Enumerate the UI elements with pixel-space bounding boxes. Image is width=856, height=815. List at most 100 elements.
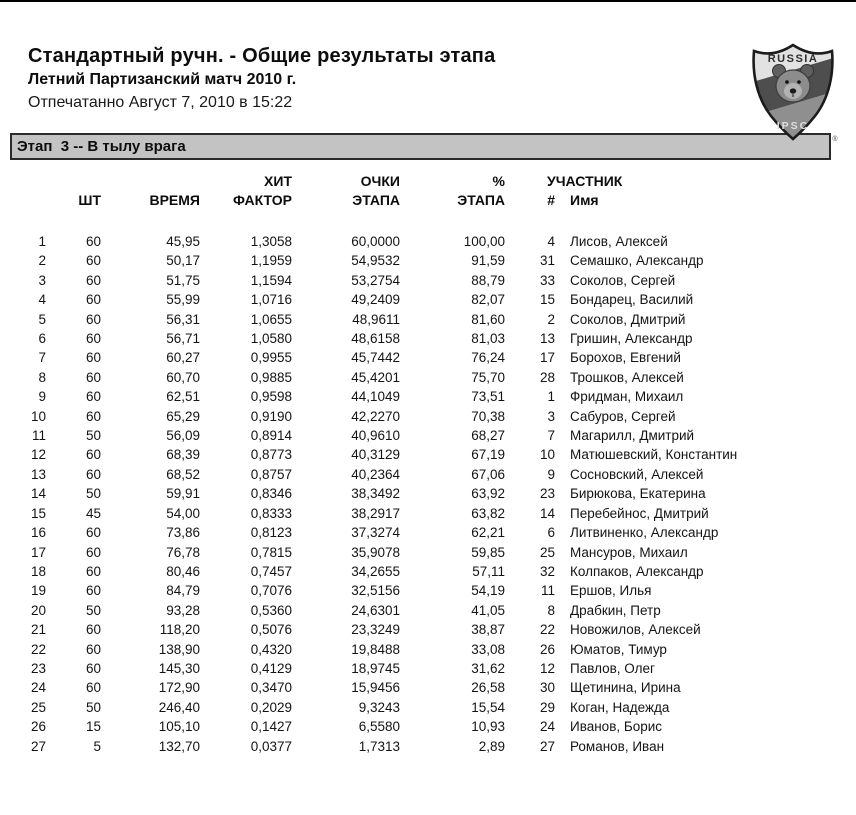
result-row: 10 60 65,29 0,9190 42,2270 70,38 3 Сабур…: [10, 407, 856, 426]
time-cell: 60,70: [166, 369, 200, 385]
result-row: 6 60 56,71 1,0580 48,6158 81,03 13 Гриши…: [10, 329, 856, 348]
hit-factor-cell: 1,3058: [250, 234, 292, 249]
hit-factor-cell: 0,9190: [250, 408, 292, 424]
hit-factor-cell: 0,3470: [250, 680, 292, 696]
result-row: 11 50 56,09 0,8914 40,9610 68,27 7 Магар…: [10, 426, 856, 445]
hit-factor-cell: 0,2029: [250, 699, 292, 715]
stage-points-cell: 42,2270: [351, 408, 400, 424]
competitor-number-cell: 1: [547, 389, 555, 405]
time-cell: 55,99: [166, 292, 200, 308]
shots-cell: 60: [85, 292, 101, 308]
competitor-name-cell: Трошков, Алексей: [570, 369, 684, 385]
hit-factor-cell: 0,8346: [250, 486, 292, 502]
rank-cell: 12: [30, 447, 46, 463]
rank-cell: 1: [38, 234, 46, 249]
competitor-number-cell: 11: [540, 583, 555, 599]
stage-points-cell: 18,9745: [351, 660, 400, 676]
match-subtitle: Летний Партизанский матч 2010 г.: [28, 71, 297, 88]
competitor-number-cell: 7: [547, 428, 555, 444]
shots-cell: 60: [85, 234, 101, 249]
result-row: 7 60 60,27 0,9955 45,7442 76,24 17 Борох…: [10, 348, 856, 367]
shots-cell: 60: [85, 369, 101, 385]
time-cell: 138,90: [158, 641, 200, 657]
result-row: 24 60 172,90 0,3470 15,9456 26,58 30 Щет…: [10, 678, 856, 697]
rank-cell: 16: [30, 525, 46, 541]
time-cell: 50,17: [166, 253, 200, 269]
competitor-number-cell: 2: [547, 311, 555, 327]
rank-cell: 13: [30, 466, 46, 482]
shots-cell: 60: [85, 583, 101, 599]
stage-points-cell: 38,3492: [351, 486, 400, 502]
competitor-name-cell: Соколов, Дмитрий: [570, 311, 686, 327]
time-cell: 59,91: [166, 486, 200, 502]
stage-points-cell: 48,6158: [351, 331, 400, 347]
competitor-name-cell: Юматов, Тимур: [570, 641, 667, 657]
time-cell: 65,29: [166, 408, 200, 424]
competitor-name-cell: Коган, Надежда: [570, 699, 670, 715]
shots-cell: 60: [85, 253, 101, 269]
stage-percent-cell: 57,11: [472, 563, 505, 579]
shots-cell: 60: [85, 408, 101, 424]
competitor-name-cell: Павлов, Олег: [570, 660, 655, 676]
competitor-number-cell: 6: [547, 525, 555, 541]
stage-percent-cell: 81,03: [471, 331, 505, 347]
rank-cell: 3: [38, 272, 46, 288]
competitor-name-cell: Иванов, Борис: [570, 719, 663, 735]
shots-cell: 60: [85, 466, 101, 482]
hit-factor-cell: 0,4320: [250, 641, 292, 657]
shots-cell: 60: [85, 563, 101, 579]
competitor-name-cell: Фридман, Михаил: [570, 389, 684, 405]
competitor-number-cell: 33: [539, 272, 555, 288]
hit-factor-cell: 0,9598: [250, 389, 292, 405]
result-row: 16 60 73,86 0,8123 37,3274 62,21 6 Литви…: [10, 523, 856, 542]
stage-points-cell: 23,3249: [351, 622, 400, 638]
competitor-number-cell: 25: [539, 544, 555, 560]
stage-percent-cell: 26,58: [471, 680, 505, 696]
shots-cell: 50: [85, 602, 101, 618]
header-shots: ШТ: [78, 192, 101, 208]
stage-percent-cell: 15,54: [471, 699, 505, 715]
time-cell: 76,78: [166, 544, 200, 560]
stage-percent-cell: 38,87: [471, 622, 505, 638]
stage-points-cell: 45,4201: [351, 369, 400, 385]
stage-percent-cell: 31,62: [471, 660, 505, 676]
competitor-number-cell: 9: [547, 466, 555, 482]
shots-cell: 5: [93, 738, 101, 754]
shots-cell: 60: [85, 447, 101, 463]
rank-cell: 26: [30, 719, 46, 735]
result-row: 8 60 60,70 0,9885 45,4201 75,70 28 Трошк…: [10, 368, 856, 387]
shots-cell: 50: [85, 699, 101, 715]
header-blank: [46, 172, 101, 191]
results-table-body: 1 60 45,95 1,3058 60,0000 100,00 4 Лисов…: [10, 232, 856, 756]
competitor-name-cell: Сосновский, Алексей: [570, 466, 704, 482]
header-percent-top: %: [492, 173, 505, 189]
header-competitor-number: #: [547, 192, 555, 208]
hit-factor-cell: 0,7815: [250, 544, 292, 560]
result-row: 12 60 68,39 0,8773 40,3129 67,19 10 Матю…: [10, 445, 856, 464]
competitor-name-cell: Гришин, Александр: [570, 331, 693, 347]
time-cell: 60,27: [166, 350, 200, 366]
shots-cell: 60: [85, 389, 101, 405]
result-row: 18 60 80,46 0,7457 34,2655 57,11 32 Колп…: [10, 562, 856, 581]
competitor-name-cell: Ершов, Илья: [570, 583, 652, 599]
rank-cell: 8: [38, 369, 46, 385]
stage-percent-cell: 63,92: [471, 486, 505, 502]
hit-factor-cell: 1,0716: [250, 292, 292, 308]
result-row: 4 60 55,99 1,0716 49,2409 82,07 15 Бонда…: [10, 290, 856, 309]
stage-points-cell: 37,3274: [351, 525, 400, 541]
hit-factor-cell: 0,5360: [250, 602, 292, 618]
rank-cell: 20: [30, 602, 46, 618]
time-cell: 105,10: [158, 719, 200, 735]
competitor-number-cell: 22: [539, 622, 555, 638]
stage-points-cell: 40,3129: [351, 447, 400, 463]
result-row: 14 50 59,91 0,8346 38,3492 63,92 23 Бирю…: [10, 484, 856, 503]
rank-cell: 5: [38, 311, 46, 327]
page-title: Стандартный ручн. - Общие результаты эта…: [28, 45, 496, 67]
competitor-number-cell: 30: [539, 680, 555, 696]
hit-factor-cell: 0,8333: [250, 505, 292, 521]
time-cell: 118,20: [159, 622, 200, 638]
shots-cell: 60: [85, 272, 101, 288]
result-row: 5 60 56,31 1,0655 48,9611 81,60 2 Соколо…: [10, 310, 856, 329]
hit-factor-cell: 1,0580: [250, 331, 292, 347]
time-cell: 145,30: [158, 660, 200, 676]
